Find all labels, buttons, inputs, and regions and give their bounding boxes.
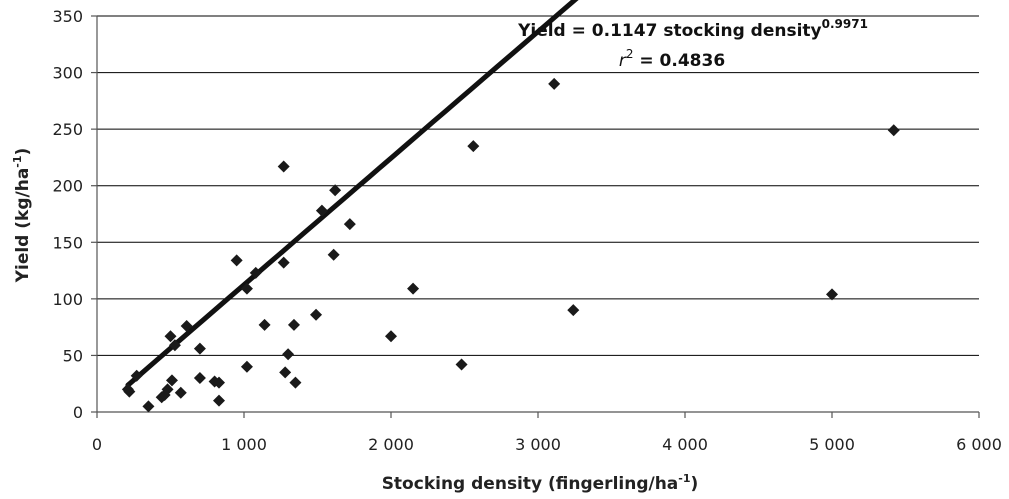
data-point [240,360,253,373]
data-point [164,330,177,343]
data-point [123,385,136,398]
data-point [343,218,356,231]
data-point [467,140,480,153]
y-tick-label: 200 [52,177,83,196]
data-point [165,374,178,387]
y-axis-title: Yield (kg/ha-1) [11,148,33,284]
data-point [329,184,342,197]
r-squared-label: r2 = 0.4836 [619,47,725,71]
data-point [213,394,226,407]
data-point [287,318,300,331]
data-point [161,383,174,396]
data-point [407,282,420,295]
data-point [310,308,323,321]
x-axis-title: Stocking density (fingerling/ha-1) [382,472,699,494]
data-point [193,372,206,385]
data-point [282,348,295,361]
y-tick-label: 50 [63,346,83,365]
x-tick-label: 1 000 [221,435,267,454]
x-tick-label: 3 000 [515,435,561,454]
y-tick-label: 300 [52,64,83,83]
data-point [277,160,290,173]
x-tick-label: 5 000 [809,435,855,454]
y-tick-label: 100 [52,290,83,309]
trendline [125,0,579,388]
gridlines [97,15,979,356]
trendline-group [125,0,579,388]
data-point [327,248,340,261]
data-point [130,369,143,382]
x-tick-label: 4 000 [662,435,708,454]
x-tick-label: 6 000 [956,435,1002,454]
x-tick-label: 0 [92,435,102,454]
data-point [168,339,181,352]
data-point [240,282,253,295]
data-point [142,400,155,413]
data-point [455,358,468,371]
x-tick-label: 2 000 [368,435,414,454]
data-point [567,304,580,317]
y-tick-label: 250 [52,120,83,139]
data-point [826,288,838,301]
data-point [277,256,290,269]
y-tick-label: 150 [52,233,83,252]
data-point [258,318,271,331]
data-point [174,386,187,399]
y-tick-label: 350 [52,7,83,26]
y-tick-labels: 0 50 100 150 200 250 300 350 [52,7,83,422]
data-point [548,77,561,90]
data-point [193,342,206,355]
data-point [385,330,397,343]
data-point [249,266,262,279]
x-tick-labels: 0 1 000 2 000 3 000 4 000 5 000 6 000 [92,435,1002,454]
data-point [180,320,193,333]
data-points [121,77,900,413]
data-point [279,366,292,379]
data-point [315,204,328,217]
axes [91,15,980,418]
y-tick-label: 0 [73,403,83,422]
data-point [230,254,243,267]
data-point [289,376,302,389]
data-point [887,124,900,137]
trendline-equation: Yield = 0.1147 stocking density0.9971 [517,17,868,41]
data-point [213,376,226,389]
